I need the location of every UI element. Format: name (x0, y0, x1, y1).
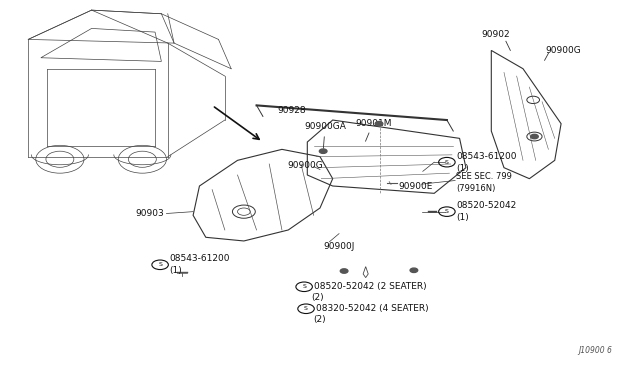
Text: S: S (304, 306, 308, 311)
Text: SEE SEC. 799
(79916N): SEE SEC. 799 (79916N) (456, 172, 512, 193)
Text: 08520-52042
(1): 08520-52042 (1) (456, 201, 516, 222)
Circle shape (375, 122, 383, 126)
Circle shape (531, 134, 538, 139)
Text: 90900GA: 90900GA (304, 122, 346, 148)
Circle shape (319, 149, 327, 153)
Text: 90928: 90928 (277, 106, 306, 115)
Text: 90901M: 90901M (355, 119, 392, 141)
Text: 08543-61200
(1): 08543-61200 (1) (170, 254, 230, 275)
Text: S: S (445, 160, 449, 165)
Text: 90900G: 90900G (545, 46, 581, 55)
Text: S: S (445, 209, 449, 214)
Text: 08543-61200
(1): 08543-61200 (1) (456, 152, 517, 173)
Text: 90900E: 90900E (398, 182, 433, 190)
Text: (2): (2) (311, 293, 324, 302)
Text: 08520-52042 (2 SEATER): 08520-52042 (2 SEATER) (314, 282, 426, 291)
Text: 90903: 90903 (136, 209, 164, 218)
Text: S: S (158, 262, 162, 267)
Text: (2): (2) (314, 315, 326, 324)
Text: J10900 6: J10900 6 (578, 346, 612, 355)
Circle shape (410, 268, 418, 272)
Text: 08320-52042 (4 SEATER): 08320-52042 (4 SEATER) (316, 304, 428, 313)
Text: 90900G: 90900G (287, 161, 323, 170)
Text: S: S (302, 284, 306, 289)
Circle shape (340, 269, 348, 273)
Text: 90900J: 90900J (323, 242, 355, 251)
Text: 90902: 90902 (481, 31, 510, 39)
